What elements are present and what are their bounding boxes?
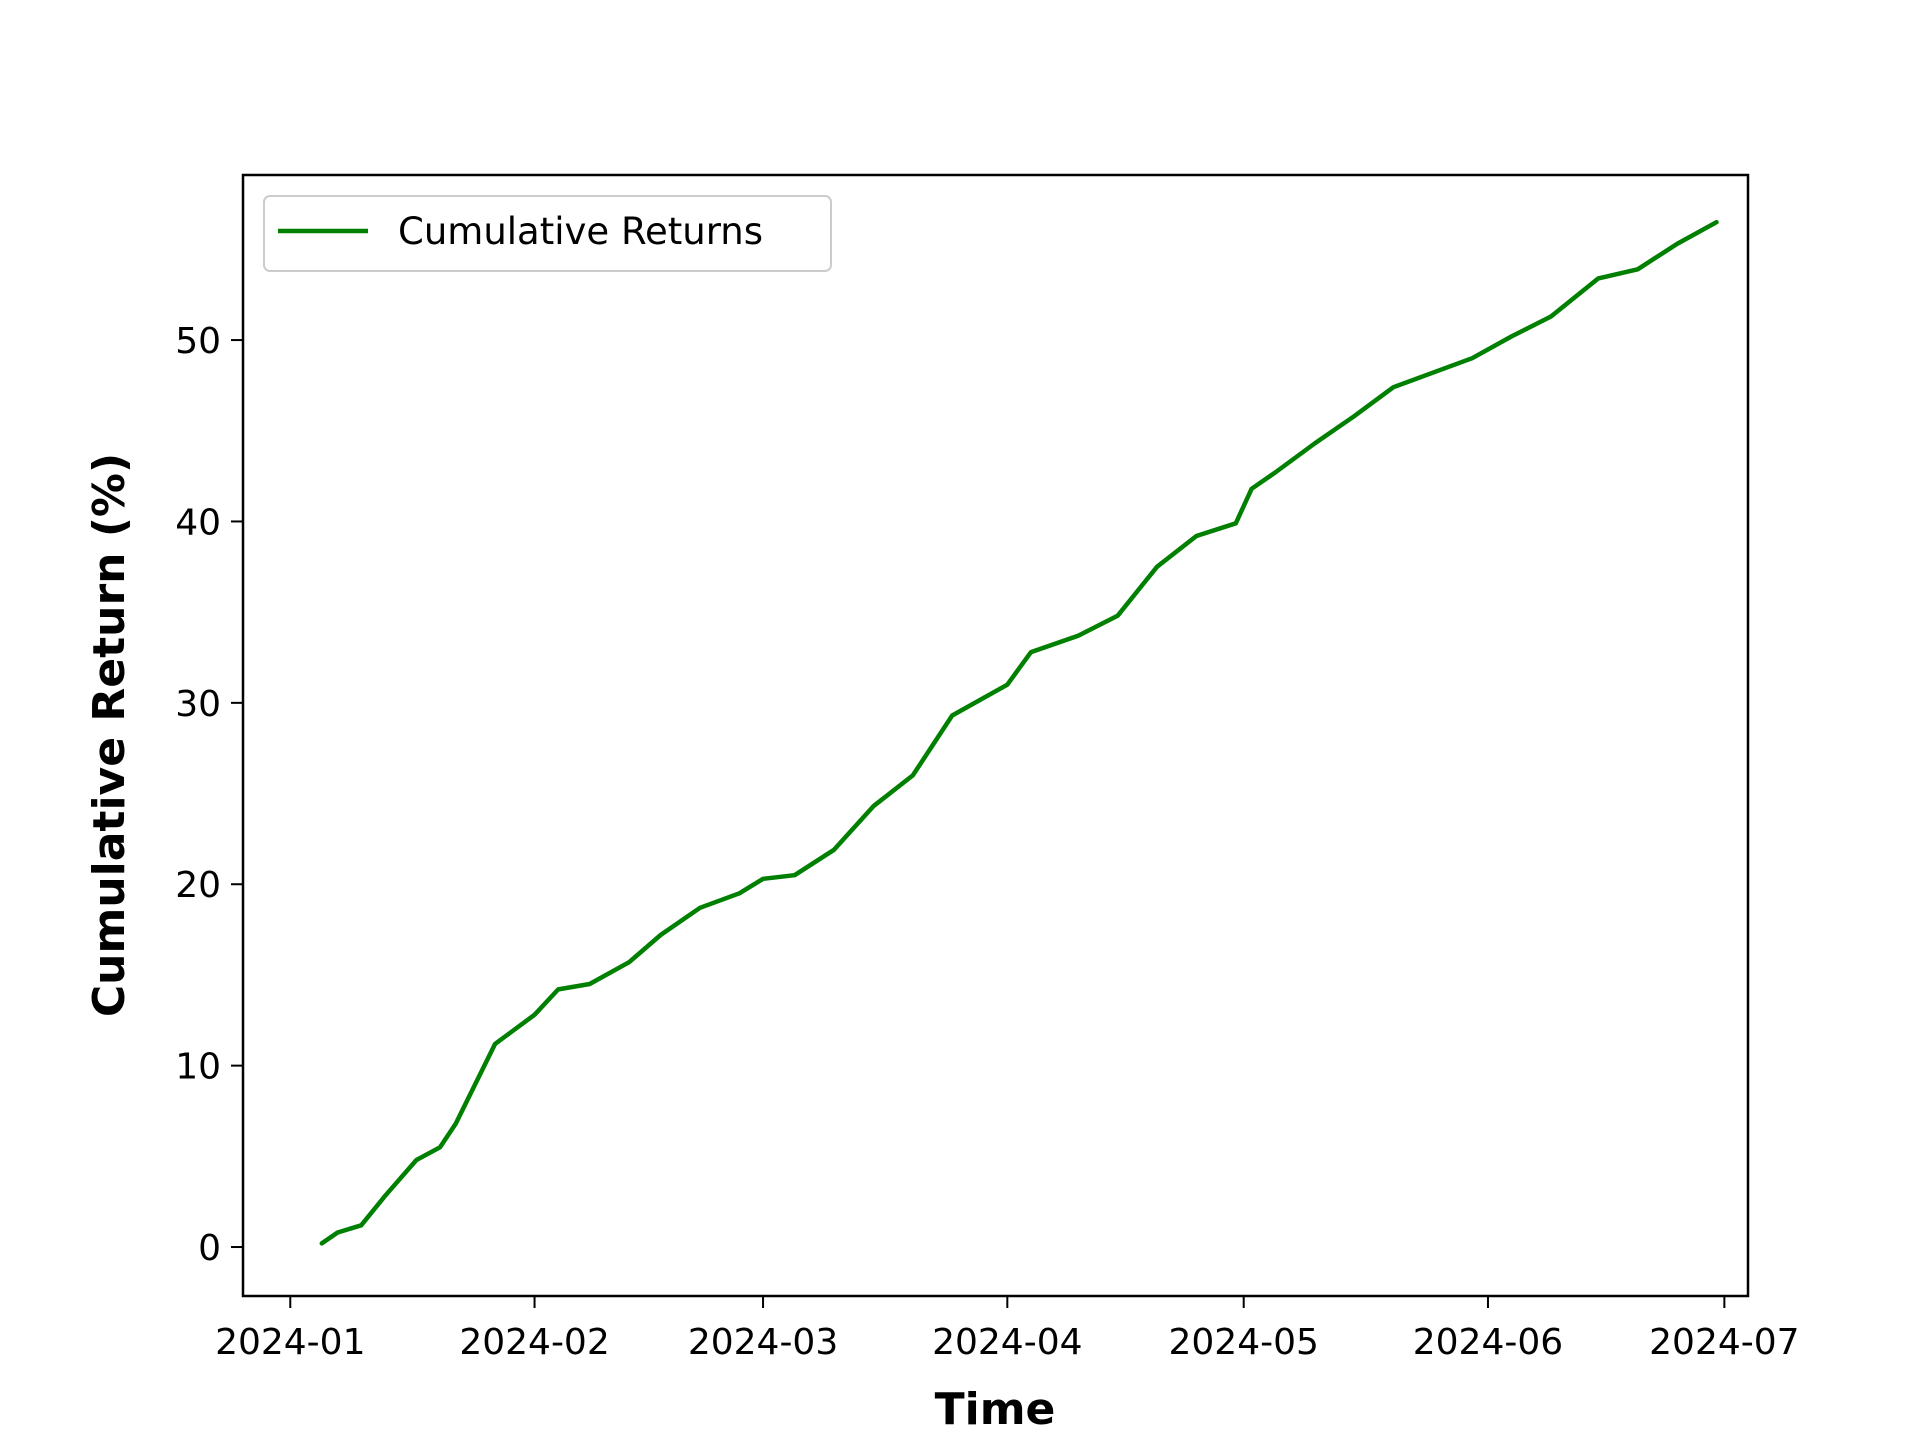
legend-box — [263, 195, 832, 272]
plot-area — [241, 173, 1750, 1298]
x-tick-label: 2024-04 — [932, 1322, 1082, 1363]
legend-label: Cumulative Returns — [398, 210, 763, 253]
x-tick-label: 2024-07 — [1649, 1322, 1799, 1363]
y-tick-label: 20 — [175, 865, 221, 906]
y-tick-label: 0 — [198, 1228, 221, 1269]
line-layer — [319, 219, 1719, 1246]
x-axis-title: Time — [935, 1384, 1056, 1435]
x-tick-label: 2024-02 — [459, 1322, 609, 1363]
legend: Cumulative Returns — [263, 195, 832, 272]
y-axis-ticks: 0 10 20 30 40 50 — [175, 321, 243, 1269]
y-axis-title: Cumulative Return (%) — [84, 453, 135, 1017]
x-tick-label: 2024-03 — [688, 1322, 838, 1363]
y-tick-label: 40 — [175, 502, 221, 543]
y-tick-label: 50 — [175, 321, 221, 362]
series-line-0 — [319, 219, 1719, 1246]
x-tick-label: 2024-01 — [215, 1322, 365, 1363]
x-tick-label: 2024-06 — [1413, 1322, 1563, 1363]
x-tick-label: 2024-05 — [1168, 1322, 1318, 1363]
x-axis-ticks: 2024-01 2024-02 2024-03 2024-04 2024-05 2024-… — [215, 1296, 1800, 1363]
y-tick-label: 10 — [175, 1047, 221, 1088]
y-tick-label: 30 — [175, 684, 221, 725]
